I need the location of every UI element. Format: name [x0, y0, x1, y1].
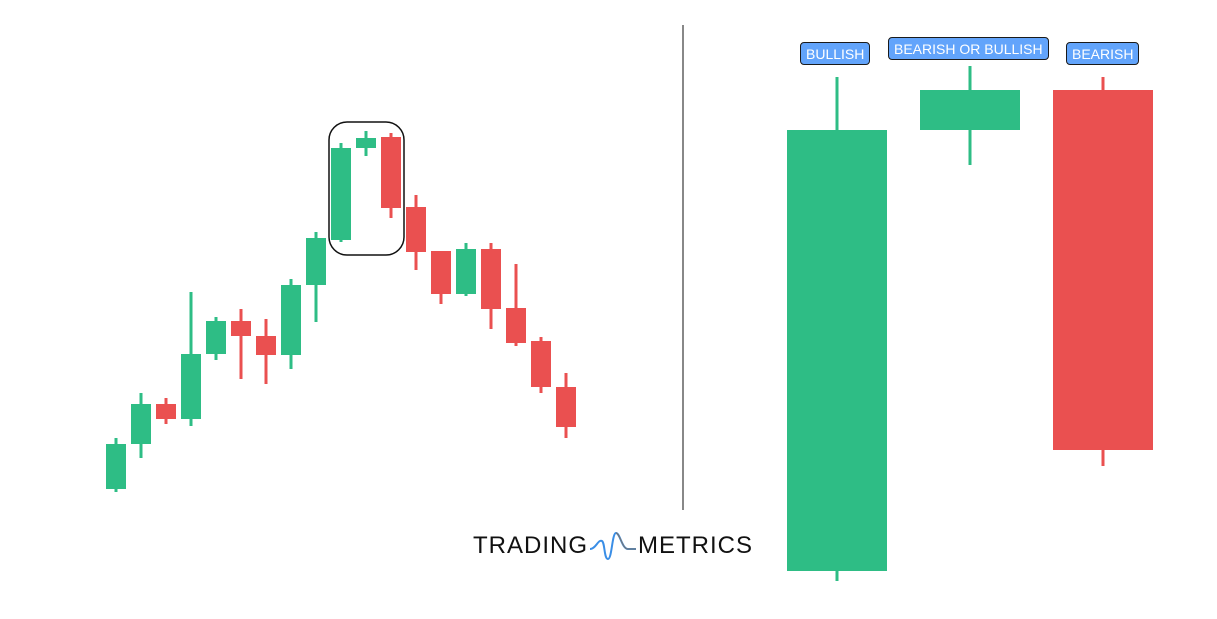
left-candle-17: [506, 264, 526, 346]
left-candle-18: [531, 337, 551, 393]
label-bearish-or-bullish: BEARISH OR BULLISH: [888, 37, 1049, 60]
left-candle-9: [306, 232, 326, 322]
left-candle-12: [381, 133, 401, 218]
left-candle-7: [256, 319, 276, 384]
candle-body: [787, 130, 887, 571]
trading-metrics-logo: TRADING METRICS: [473, 529, 753, 563]
logo-text-right: METRICS: [638, 532, 753, 559]
wave-logo-icon: [590, 531, 636, 561]
left-candle-15: [456, 243, 476, 296]
candle-body: [181, 354, 201, 419]
candle-body: [456, 249, 476, 294]
left-candle-14: [431, 251, 451, 304]
candle-body: [256, 336, 276, 355]
candle-body: [431, 251, 451, 294]
candle-body: [406, 207, 426, 252]
left-candle-11: [356, 131, 376, 156]
candle-body: [281, 285, 301, 355]
left-candle-4: [181, 292, 201, 426]
pattern-highlight-box: [328, 121, 405, 256]
candle-body: [306, 238, 326, 285]
candle-body: [356, 138, 376, 148]
candle-body: [920, 90, 1020, 130]
candle-body: [156, 404, 176, 419]
candle-body: [106, 444, 126, 489]
logo-text-left: TRADING: [473, 532, 588, 559]
candle-body: [131, 404, 151, 444]
left-candle-13: [406, 195, 426, 270]
left-candle-2: [131, 393, 151, 458]
left-candle-10: [331, 143, 351, 242]
label-bullish: BULLISH: [800, 42, 871, 65]
candle-body: [231, 321, 251, 336]
left-candle-5: [206, 317, 226, 360]
candle-body: [381, 137, 401, 208]
left-candle-3: [156, 398, 176, 424]
candle-body: [481, 249, 501, 309]
candle-body: [531, 341, 551, 387]
left-candle-1: [106, 438, 126, 492]
candle-body: [1053, 90, 1153, 450]
right-candle-3: [1053, 77, 1153, 466]
left-candle-19: [556, 373, 576, 438]
candle-body: [331, 148, 351, 240]
right-candle-2: [920, 66, 1020, 165]
candle-body: [556, 387, 576, 427]
right-candle-1: [787, 77, 887, 581]
left-candle-6: [231, 309, 251, 379]
candle-body: [206, 321, 226, 354]
candle-body: [506, 308, 526, 343]
label-bearish: BEARISH: [1066, 42, 1140, 65]
left-candle-8: [281, 279, 301, 369]
left-candle-16: [481, 243, 501, 329]
